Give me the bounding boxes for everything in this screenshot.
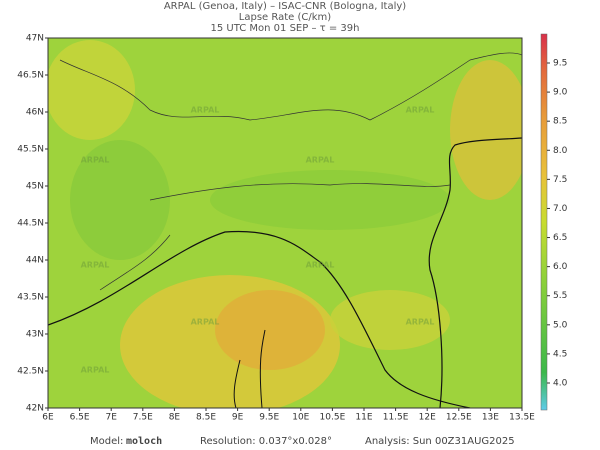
colorbar-label: 5.0 (553, 320, 568, 330)
lat-label: 42N (26, 404, 44, 414)
watermark: ARPAL (81, 366, 110, 375)
lon-label: 9E (232, 413, 244, 423)
footer-analysis: Analysis: Sun 00Z31AUG2025 (365, 436, 515, 447)
lon-label: 12E (419, 413, 436, 423)
header-line: 15 UTC Mon 01 SEP – τ = 39h (211, 23, 360, 34)
border (99, 183, 451, 291)
colorbar-label: 7.5 (553, 175, 567, 185)
field-patch (70, 140, 170, 260)
watermark: ARPAL (306, 261, 335, 270)
colorbar-label: 9.0 (553, 88, 568, 98)
lon-label: 13.5E (509, 413, 535, 423)
colorbar-label: 8.5 (553, 117, 567, 127)
lon-label: 10.5E (320, 413, 346, 423)
lon-label: 9.5E (259, 413, 279, 423)
lon-label: 7.5E (133, 413, 153, 423)
map-field (48, 38, 522, 408)
watermark: ARPAL (81, 156, 110, 165)
lat-label: 45.5N (17, 145, 44, 155)
watermark: ARPAL (306, 156, 335, 165)
lat-label: 44.5N (17, 219, 44, 229)
field-patch (450, 60, 522, 200)
colorbar-label: 4.0 (553, 379, 568, 389)
colorbar-label: 8.0 (553, 146, 568, 156)
coastline (48, 230, 471, 408)
lat-label: 46.5N (17, 71, 44, 81)
colorbar-label: 6.0 (553, 262, 568, 272)
watermark: ARPAL (406, 106, 435, 115)
colorbar-label: 4.5 (553, 349, 567, 359)
watermark: ARPAL (406, 318, 435, 327)
lon-label: 10E (292, 413, 309, 423)
colorbar-label: 6.5 (553, 233, 567, 243)
field-patch (210, 170, 450, 230)
header-line: Lapse Rate (C/km) (239, 12, 331, 23)
colorbar-label: 9.5 (553, 59, 567, 69)
lon-label: 8E (169, 413, 181, 423)
colorbar-label: 5.5 (553, 291, 567, 301)
field-patch (330, 290, 450, 350)
border (59, 52, 522, 121)
lon-label: 11E (355, 413, 372, 423)
footer-model: moloch (126, 436, 162, 447)
lat-label: 47N (26, 34, 44, 44)
coastline (233, 329, 266, 408)
watermark: ARPAL (191, 106, 220, 115)
lon-label: 6.5E (70, 413, 90, 423)
colorbar-label: 7.0 (553, 204, 568, 214)
lon-label: 13E (482, 413, 499, 423)
colorbar (540, 33, 548, 411)
header-line: ARPAL (Genoa, Italy) – ISAC-CNR (Bologna… (164, 1, 406, 12)
lat-label: 46N (26, 108, 44, 118)
lon-label: 11.5E (383, 413, 409, 423)
lat-label: 44N (26, 256, 44, 266)
lat-label: 45N (26, 182, 44, 192)
lat-label: 43.5N (17, 293, 44, 303)
lon-label: 7E (105, 413, 117, 423)
lat-label: 43N (26, 330, 44, 340)
field-patch (215, 290, 325, 370)
footer-label: Model: (90, 436, 123, 447)
field-patch (48, 40, 135, 140)
lon-label: 6E (42, 413, 54, 423)
watermark: ARPAL (191, 318, 220, 327)
coastline (428, 137, 522, 408)
footer-resolution: Resolution: 0.037°x0.028° (200, 436, 332, 447)
watermark: ARPAL (81, 261, 110, 270)
lon-label: 8.5E (196, 413, 216, 423)
lat-label: 42.5N (17, 367, 44, 377)
lon-label: 12.5E (446, 413, 472, 423)
